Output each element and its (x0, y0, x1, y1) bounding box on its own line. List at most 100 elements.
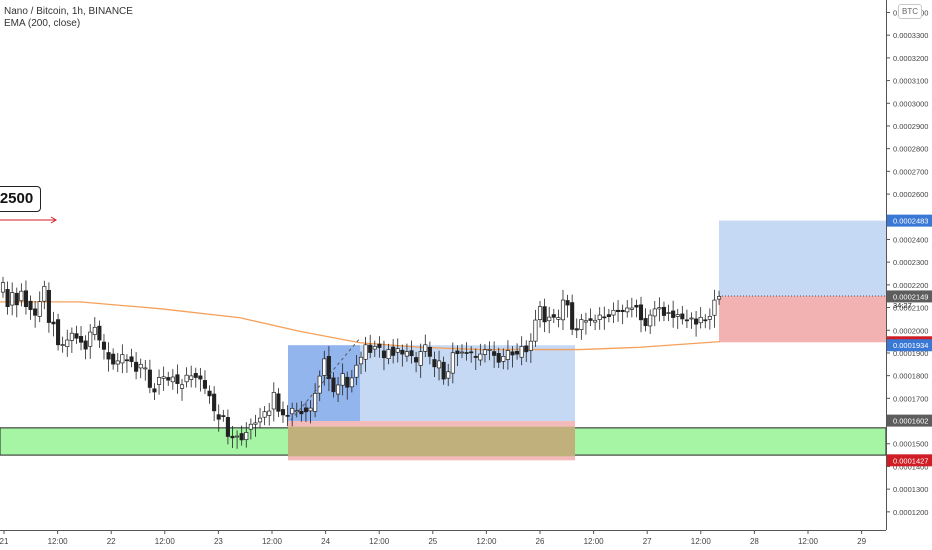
price-tick-label: 0.0001800 (893, 372, 928, 381)
currency-button[interactable]: BTC (898, 4, 922, 19)
candle-body (202, 380, 208, 389)
candle-body (473, 356, 478, 358)
candle-body (358, 356, 364, 365)
price-tick-label: 0.0002900 (893, 122, 928, 131)
candle-body (23, 290, 29, 308)
candle-body (611, 309, 616, 316)
candle-body (129, 356, 134, 362)
candle-body (244, 432, 249, 441)
candle-body (74, 333, 79, 339)
candle-body (166, 377, 171, 381)
candle-body (437, 360, 442, 369)
candle-body (616, 309, 621, 312)
candle-body (322, 358, 327, 376)
candle-body (115, 360, 120, 365)
candle-body (625, 307, 630, 313)
candle-body (459, 351, 465, 354)
candle-body (588, 318, 593, 321)
candles (0, 276, 722, 449)
candle-body (537, 306, 543, 320)
candle-body (712, 299, 717, 316)
candle-body (363, 344, 368, 360)
time-tick-label: 25 (428, 537, 437, 546)
candle-body (124, 359, 129, 362)
candle-body (326, 356, 331, 379)
candle-body (161, 376, 166, 379)
candle-body (560, 299, 566, 321)
trade-zones (0, 220, 887, 461)
candle-body (10, 292, 15, 306)
candle-body (299, 410, 304, 415)
price-tick-label: 0.0001500 (893, 440, 928, 449)
time-tick-label: 12:00 (369, 537, 390, 546)
price-tick-label: 0.0002400 (893, 235, 928, 244)
candle-body (308, 407, 313, 412)
ema-line (0, 301, 721, 351)
candle-body (198, 375, 203, 380)
candle-body (689, 317, 694, 320)
candle-body (345, 376, 350, 388)
price-tick-label: 0.0002200 (893, 281, 928, 290)
position-profit-zone (719, 220, 886, 296)
price-axis[interactable]: 0.00034000.00033000.00032000.00031000.00… (886, 0, 932, 550)
candle-body (157, 377, 162, 385)
symbol-title[interactable]: Nano / Bitcoin, 1h, BINANCE (4, 6, 133, 17)
candle-body (175, 374, 180, 384)
candle-body (83, 340, 88, 350)
price-label-text: 0.0001934 (893, 341, 928, 350)
price-label-box (887, 214, 932, 227)
candle-body (56, 319, 61, 346)
candle-body (271, 392, 276, 410)
price-label-text: 0.0002149 (893, 292, 928, 301)
candle-body (574, 328, 579, 331)
candle-body (684, 319, 689, 322)
candle-body (441, 361, 446, 380)
annotation-text-box: 2500 (0, 186, 41, 212)
candle-body (698, 316, 703, 324)
price-tick-label: 0.0002700 (893, 167, 928, 176)
candle-body (60, 344, 65, 346)
candle-body (33, 308, 38, 316)
candle-body (184, 374, 189, 383)
candle-body (248, 423, 253, 430)
candle-body (37, 301, 42, 317)
candle-body (707, 316, 712, 320)
candle-body (377, 343, 382, 348)
bar-countdown-label: 34:27 (893, 301, 912, 310)
price-tick-label: 0.0001900 (893, 349, 928, 358)
price-label-box (887, 414, 932, 427)
price-tick-label: 0.0002300 (893, 258, 928, 267)
price-tick-label: 0.0002800 (893, 145, 928, 154)
candle-body (510, 351, 515, 356)
time-tick-label: 12:00 (691, 537, 712, 546)
candle-body (593, 319, 598, 323)
position-loss-zone (719, 295, 886, 343)
candle-body (221, 415, 226, 417)
candle-body (216, 414, 221, 420)
candle-body (294, 410, 299, 413)
candle-body (505, 350, 510, 360)
candle-body (418, 351, 423, 366)
candle-body (716, 296, 722, 300)
time-axis[interactable]: 21 12:00 22 12:00 23 12:00 24 12:00 25 12:00 26 12:… (0, 530, 886, 546)
candle-body (423, 344, 428, 352)
price-label-box (887, 290, 932, 303)
candle-body (280, 409, 286, 416)
candle-body (652, 308, 657, 317)
candle-body (262, 411, 267, 418)
candle-body (579, 319, 584, 330)
ema-200-line (0, 301, 721, 351)
candle-body (542, 306, 547, 323)
time-tick-label: 12:00 (798, 537, 819, 546)
candle-body (303, 407, 308, 413)
price-tick-label: 0.0001400 (893, 462, 928, 471)
candle-body (106, 352, 111, 360)
indicator-label[interactable]: EMA (200, close) (4, 18, 81, 29)
candle-body (386, 349, 391, 359)
candle-body (65, 339, 70, 347)
candle-body (28, 300, 33, 310)
candle-body (469, 351, 474, 354)
candle-body (317, 375, 322, 394)
candle-body (0, 282, 6, 293)
